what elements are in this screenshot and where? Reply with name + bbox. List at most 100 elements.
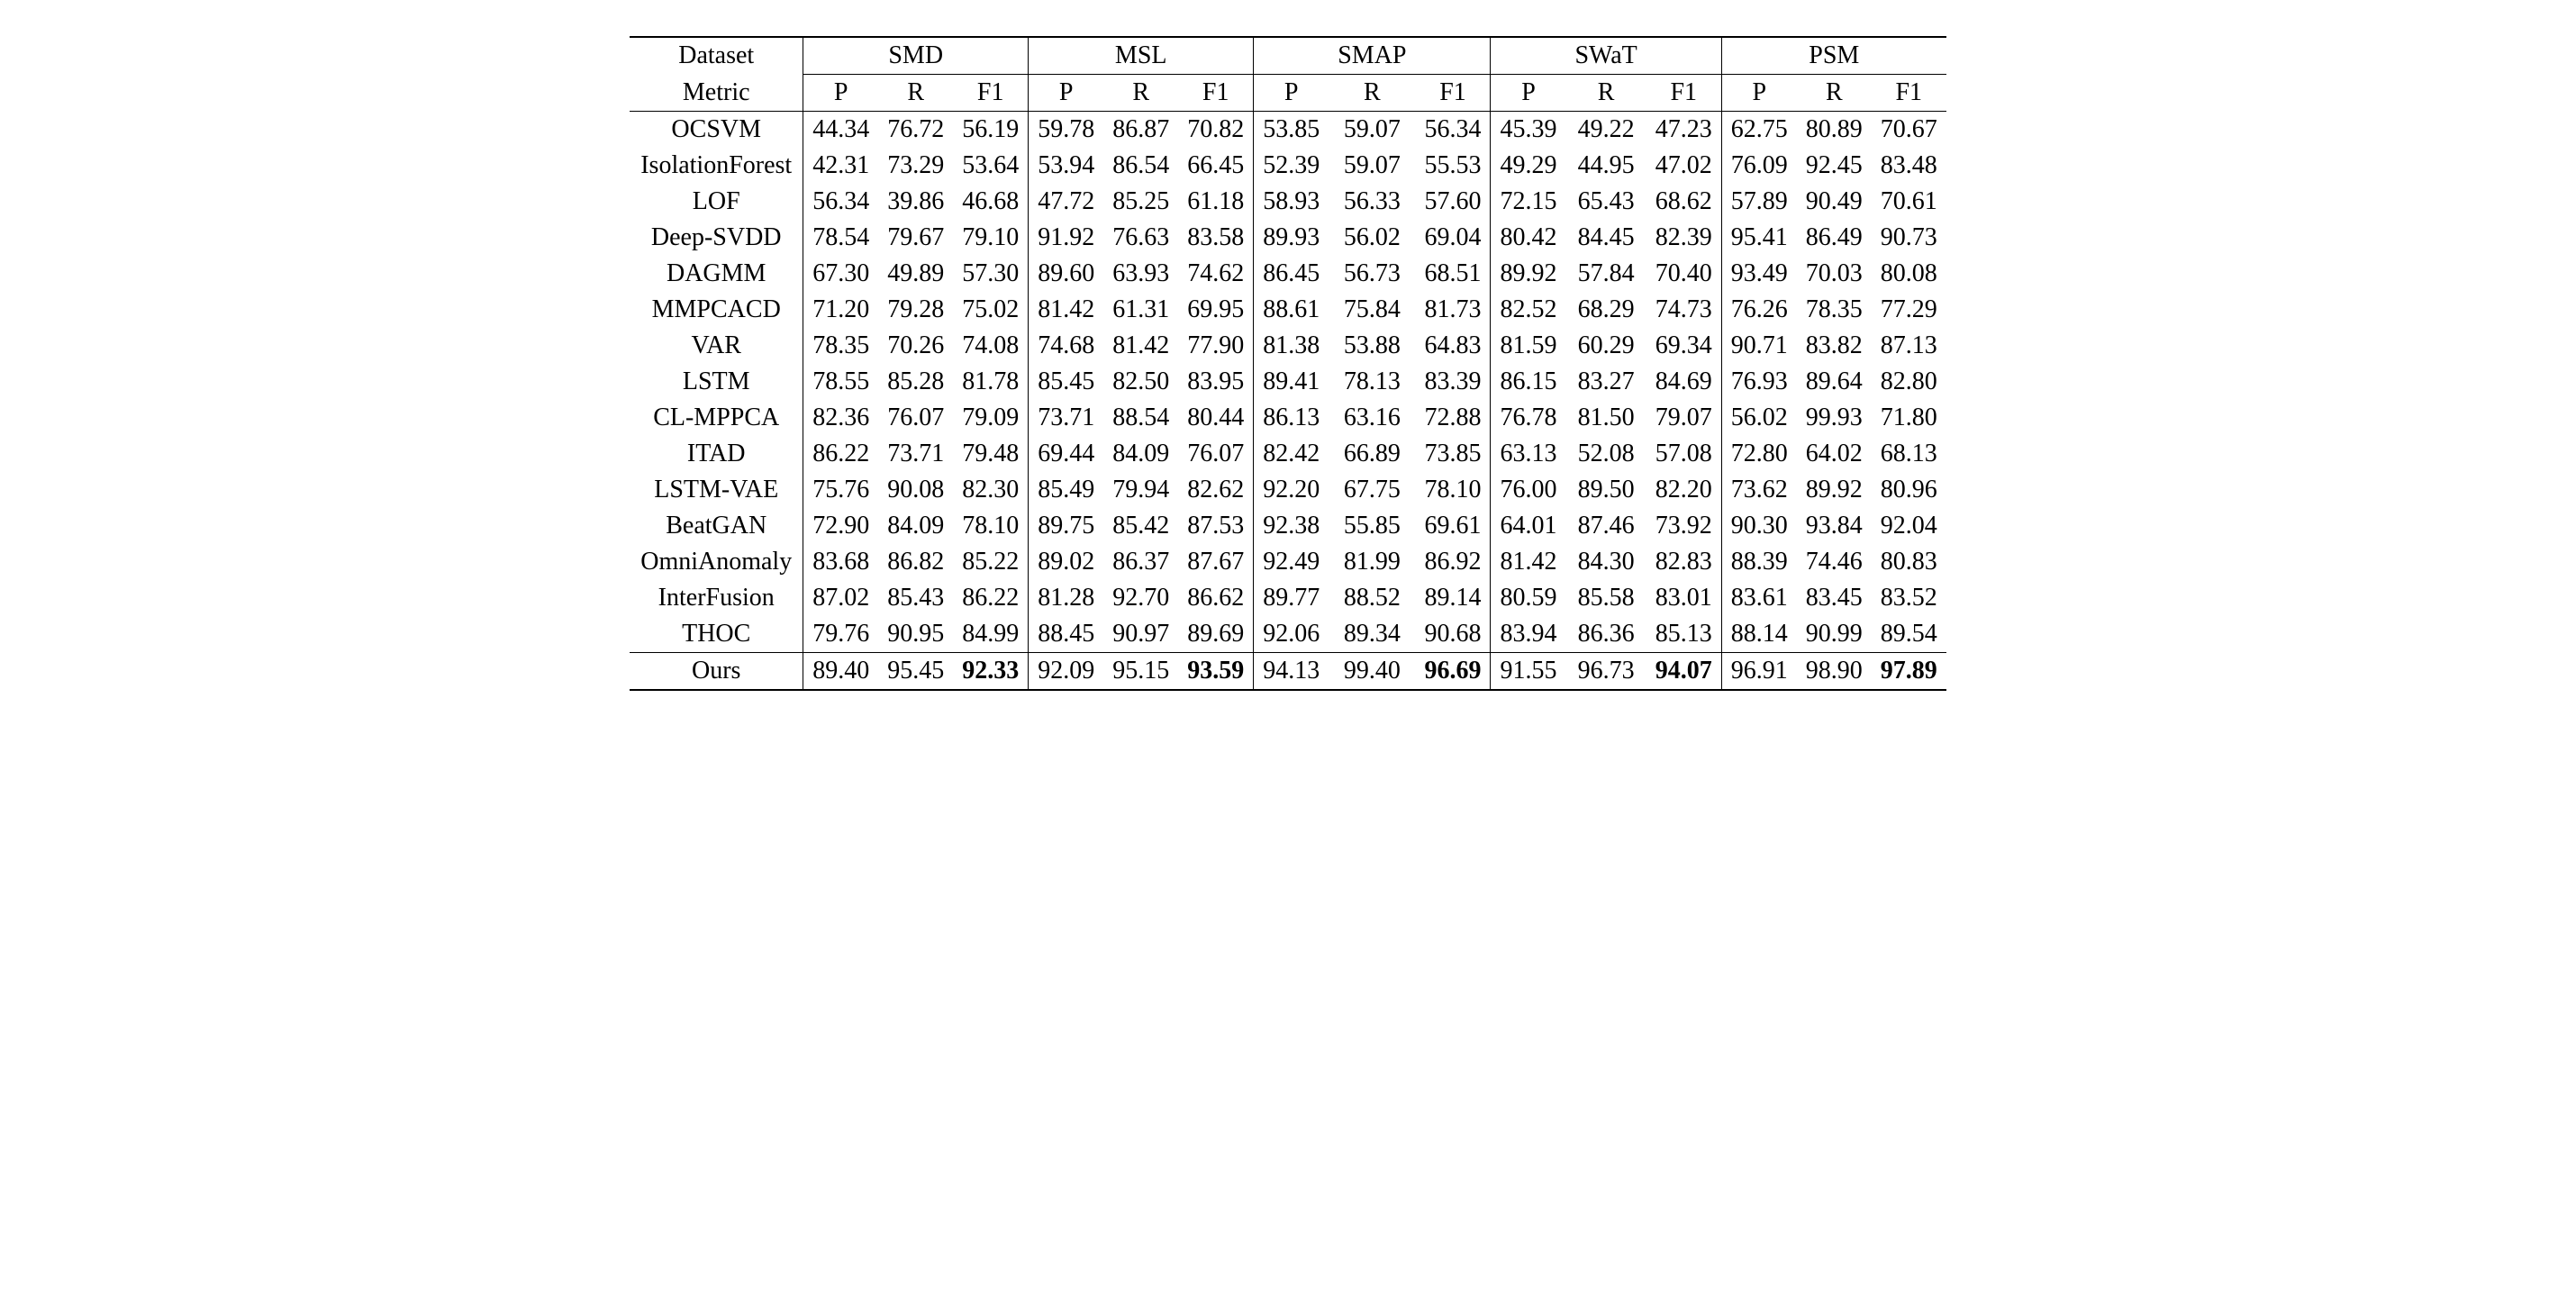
cell-value: 70.82 [1178, 112, 1254, 149]
cell-value: 60.29 [1565, 328, 1646, 364]
cell-value: 70.26 [878, 328, 953, 364]
cell-value: 95.41 [1721, 220, 1797, 256]
cell-value: 88.39 [1721, 544, 1797, 580]
cell-value-bold: 96.69 [1415, 653, 1491, 691]
cell-value: 90.97 [1103, 616, 1178, 653]
cell-value: 49.89 [878, 256, 953, 292]
cell-value: 81.42 [1103, 328, 1178, 364]
table-row: OCSVM44.3476.7256.1959.7886.8770.8253.85… [630, 112, 1946, 149]
method-name: THOC [630, 616, 803, 653]
cell-value: 86.62 [1178, 580, 1254, 616]
cell-value: 72.90 [803, 508, 879, 544]
cell-value: 83.94 [1491, 616, 1566, 653]
method-name: MMPCACD [630, 292, 803, 328]
table-row: LSTM78.5585.2881.7885.4582.5083.9589.417… [630, 364, 1946, 400]
cell-value: 84.30 [1565, 544, 1646, 580]
table-row: THOC79.7690.9584.9988.4590.9789.6992.068… [630, 616, 1946, 653]
cell-value: 70.03 [1797, 256, 1872, 292]
cell-value: 92.09 [1029, 653, 1104, 691]
cell-value: 64.83 [1415, 328, 1491, 364]
cell-value: 90.73 [1872, 220, 1946, 256]
cell-value: 76.07 [878, 400, 953, 436]
method-name: Deep-SVDD [630, 220, 803, 256]
cell-value: 45.39 [1491, 112, 1566, 149]
cell-value: 89.02 [1029, 544, 1104, 580]
cell-value: 78.54 [803, 220, 879, 256]
cell-value: 78.10 [1415, 472, 1491, 508]
header-metric-f1: F1 [1178, 75, 1254, 112]
cell-value: 92.38 [1254, 508, 1329, 544]
cell-value: 76.78 [1491, 400, 1566, 436]
cell-value: 75.02 [953, 292, 1029, 328]
cell-value: 87.46 [1565, 508, 1646, 544]
cell-value: 72.88 [1415, 400, 1491, 436]
cell-value: 42.31 [803, 148, 879, 184]
cell-value: 56.02 [1329, 220, 1415, 256]
cell-value: 53.88 [1329, 328, 1415, 364]
header-metric-p: P [803, 75, 879, 112]
cell-value: 39.86 [878, 184, 953, 220]
cell-value: 81.78 [953, 364, 1029, 400]
cell-value: 67.30 [803, 256, 879, 292]
cell-value: 73.85 [1415, 436, 1491, 472]
cell-value: 92.45 [1797, 148, 1872, 184]
header-metric-f1: F1 [1872, 75, 1946, 112]
header-spacer [803, 37, 879, 74]
cell-value: 85.42 [1103, 508, 1178, 544]
method-name: ITAD [630, 436, 803, 472]
table-row: BeatGAN72.9084.0978.1089.7585.4287.5392.… [630, 508, 1946, 544]
cell-value: 78.10 [953, 508, 1029, 544]
cell-value: 82.52 [1491, 292, 1566, 328]
cell-value: 84.45 [1565, 220, 1646, 256]
cell-value: 49.22 [1565, 112, 1646, 149]
cell-value: 47.23 [1646, 112, 1722, 149]
header-spacer [1872, 37, 1946, 74]
cell-value-bold: 92.33 [953, 653, 1029, 691]
cell-value: 86.37 [1103, 544, 1178, 580]
cell-value: 89.34 [1329, 616, 1415, 653]
cell-value: 73.92 [1646, 508, 1722, 544]
header-metric-p: P [1254, 75, 1329, 112]
cell-value: 85.13 [1646, 616, 1722, 653]
cell-value: 94.13 [1254, 653, 1329, 691]
cell-value: 88.61 [1254, 292, 1329, 328]
cell-value: 74.73 [1646, 292, 1722, 328]
cell-value: 86.22 [803, 436, 879, 472]
header-dataset-smap: SMAP [1329, 37, 1415, 74]
cell-value: 68.62 [1646, 184, 1722, 220]
cell-value: 74.68 [1029, 328, 1104, 364]
cell-value: 81.59 [1491, 328, 1566, 364]
cell-value: 80.42 [1491, 220, 1566, 256]
method-name: OmniAnomaly [630, 544, 803, 580]
cell-value: 57.89 [1721, 184, 1797, 220]
results-table: DatasetSMDMSLSMAPSWaTPSMMetricPRF1PRF1PR… [630, 36, 1946, 691]
cell-value: 89.14 [1415, 580, 1491, 616]
cell-value: 91.92 [1029, 220, 1104, 256]
cell-value: 85.25 [1103, 184, 1178, 220]
header-dataset-msl: MSL [1103, 37, 1178, 74]
cell-value: 79.67 [878, 220, 953, 256]
cell-value: 53.64 [953, 148, 1029, 184]
table-row-ours: Ours89.4095.4592.3392.0995.1593.5994.139… [630, 653, 1946, 691]
method-name: LSTM [630, 364, 803, 400]
cell-value: 85.49 [1029, 472, 1104, 508]
method-name: CL-MPPCA [630, 400, 803, 436]
cell-value: 80.59 [1491, 580, 1566, 616]
cell-value: 76.63 [1103, 220, 1178, 256]
cell-value: 76.00 [1491, 472, 1566, 508]
cell-value: 82.62 [1178, 472, 1254, 508]
cell-value: 87.67 [1178, 544, 1254, 580]
cell-value: 75.76 [803, 472, 879, 508]
header-dataset-swat: SWaT [1565, 37, 1646, 74]
cell-value: 57.60 [1415, 184, 1491, 220]
cell-value: 99.40 [1329, 653, 1415, 691]
cell-value: 89.75 [1029, 508, 1104, 544]
cell-value: 82.39 [1646, 220, 1722, 256]
cell-value: 92.70 [1103, 580, 1178, 616]
cell-value: 90.08 [878, 472, 953, 508]
cell-value: 79.94 [1103, 472, 1178, 508]
cell-value: 92.20 [1254, 472, 1329, 508]
cell-value: 89.50 [1565, 472, 1646, 508]
header-spacer [1254, 37, 1329, 74]
cell-value: 56.73 [1329, 256, 1415, 292]
